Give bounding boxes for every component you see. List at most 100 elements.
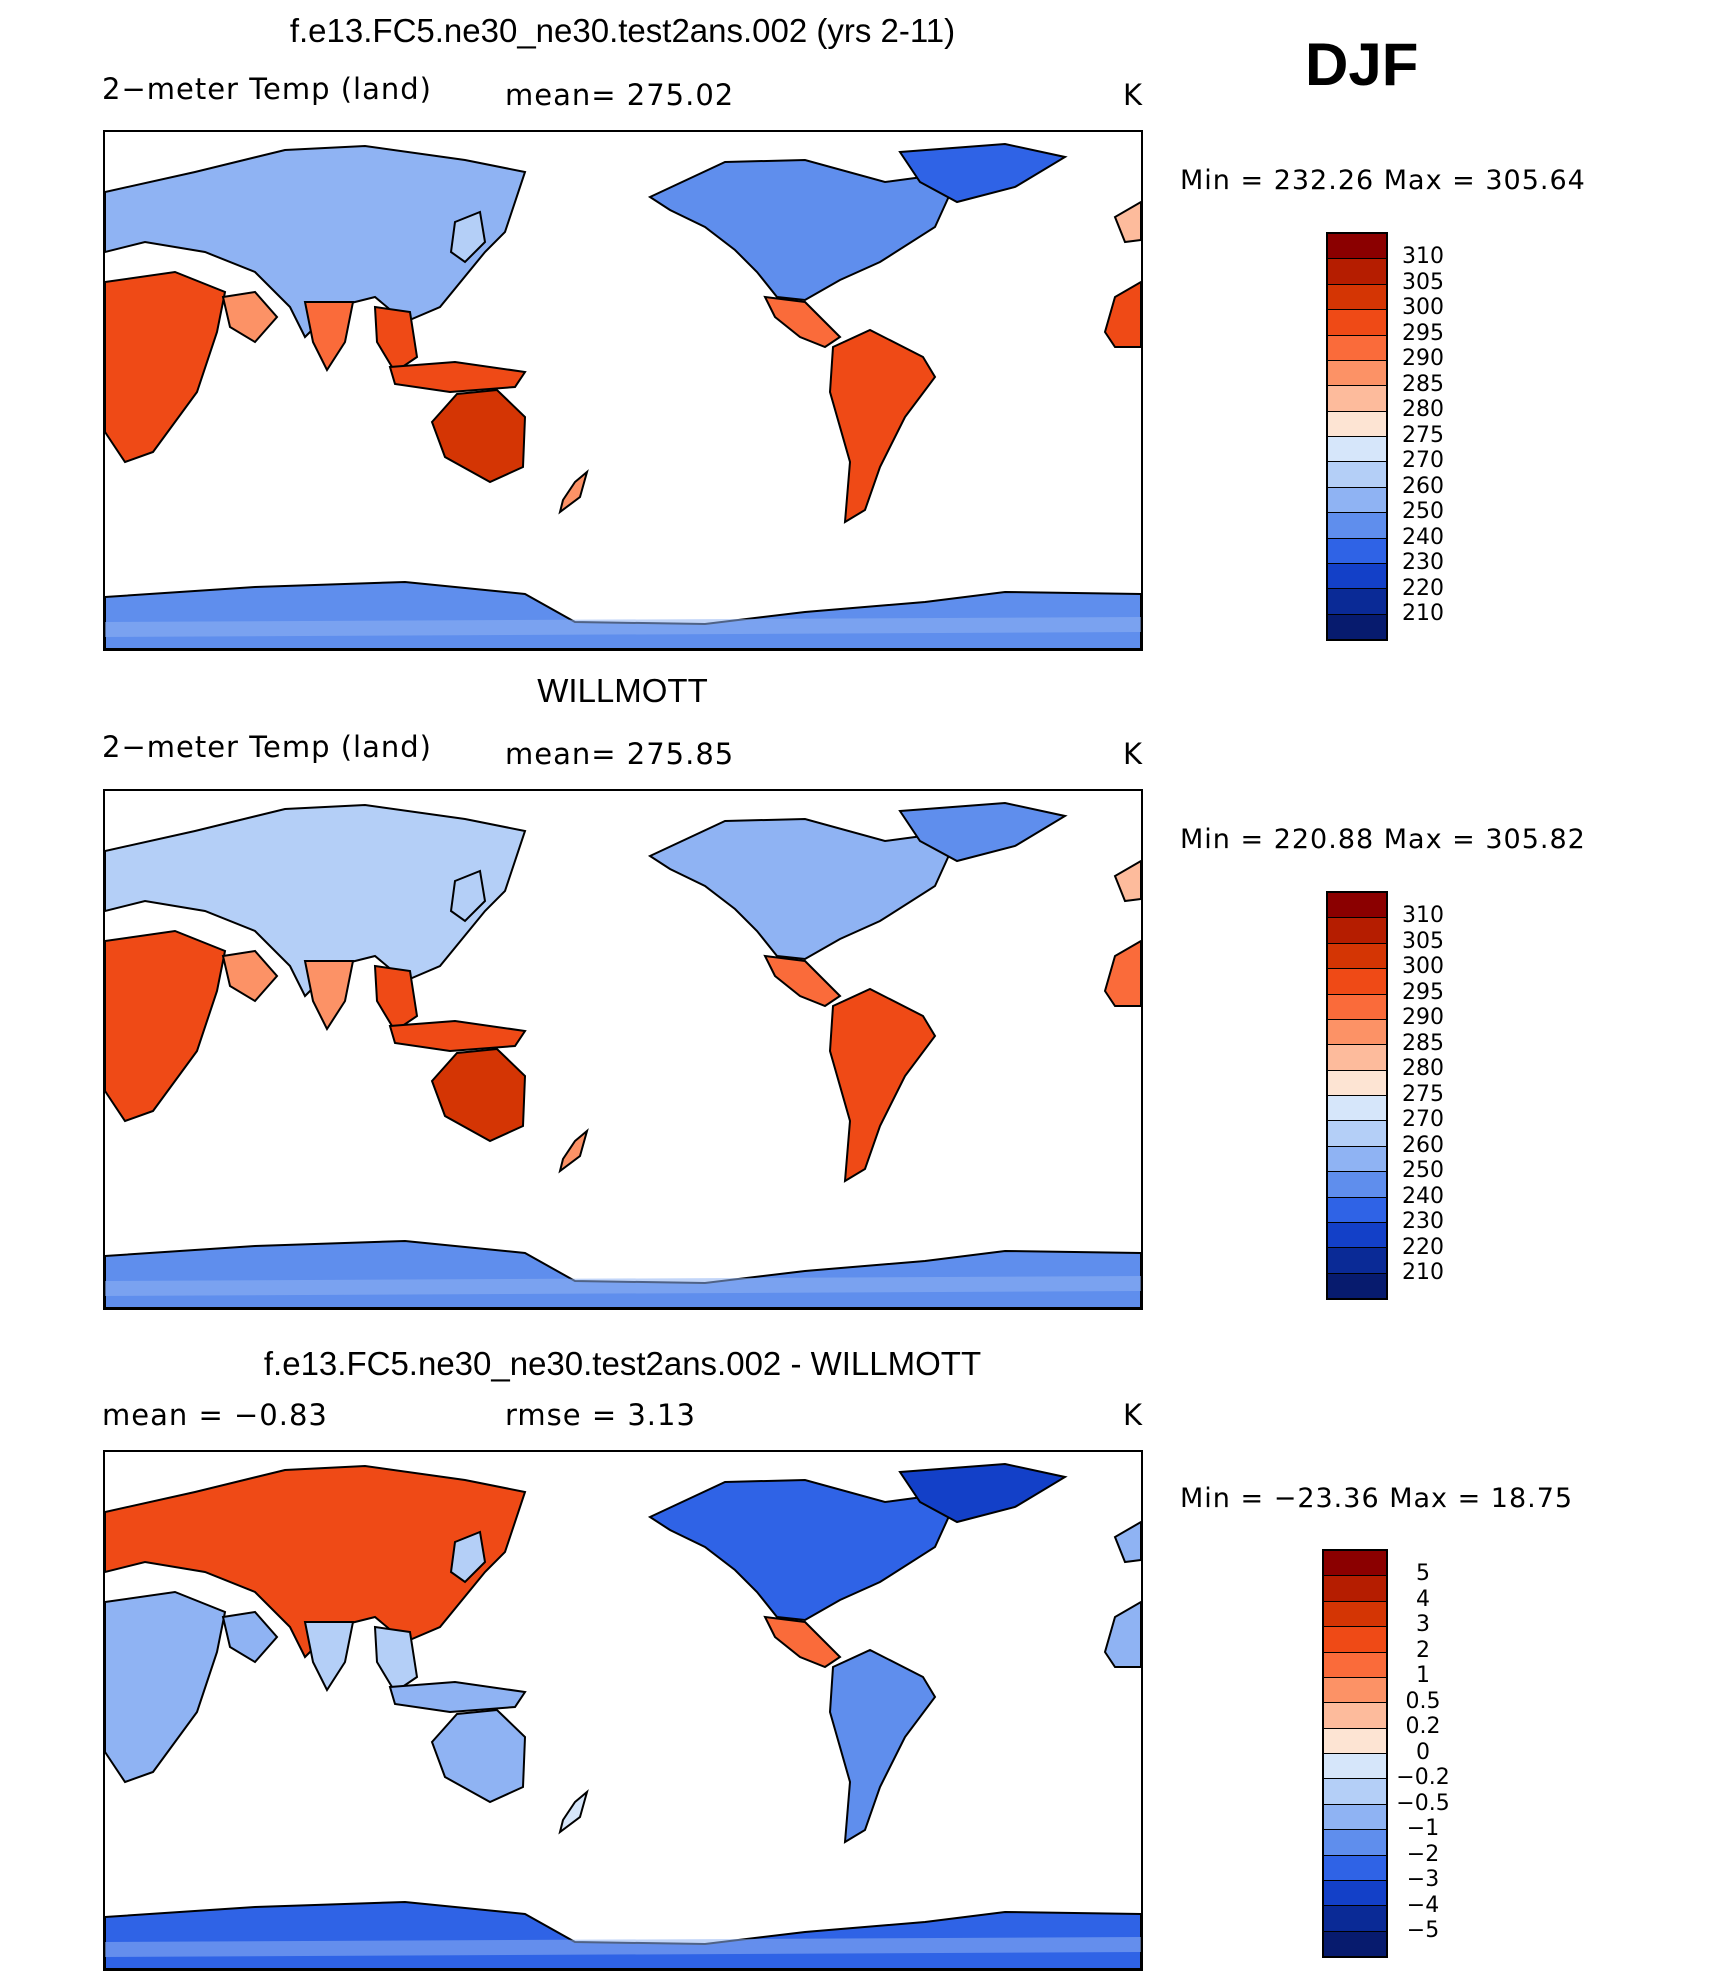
panel2-mean: mean= 275.85 bbox=[505, 737, 735, 771]
new-zealand-region bbox=[558, 1789, 589, 1835]
panel1-title: f.e13.FC5.ne30_ne30.test2ans.002 (yrs 2-… bbox=[289, 12, 956, 49]
indonesia-region bbox=[388, 1680, 527, 1714]
arabia-region bbox=[221, 1610, 279, 1664]
colorbar-swatch bbox=[1328, 1197, 1386, 1223]
panel3-title: f.e13.FC5.ne30_ne30.test2ans.002 - WILLM… bbox=[263, 1345, 982, 1382]
panel2-units: K bbox=[1123, 737, 1144, 771]
panel1-colorbar-labels: 310 305 300 295 290 285 280 275 270 260 250 240 230 2… bbox=[1393, 244, 1453, 627]
panel2-map bbox=[103, 789, 1143, 1310]
antarctica-region bbox=[105, 1239, 1141, 1308]
colorbar-tick-label: 285 bbox=[1402, 1030, 1444, 1056]
colorbar-swatch bbox=[1324, 1880, 1386, 1907]
panel2-colorbar bbox=[1326, 891, 1388, 1300]
colorbar-tick-label: 220 bbox=[1402, 575, 1444, 601]
colorbar-tick-label: 270 bbox=[1402, 1107, 1444, 1132]
colorbar-swatch bbox=[1328, 335, 1386, 361]
colorbar-swatch bbox=[1328, 589, 1386, 615]
panel3-land bbox=[105, 1462, 1141, 1969]
colorbar-swatch bbox=[1328, 284, 1386, 311]
colorbar-tick-label: 210 bbox=[1402, 1260, 1444, 1285]
colorbar-swatch bbox=[1328, 487, 1386, 514]
north-america-region bbox=[647, 817, 962, 961]
panel1-land bbox=[105, 142, 1141, 649]
central-america-region bbox=[763, 1615, 842, 1669]
colorbar-tick-label: 300 bbox=[1402, 954, 1444, 979]
panel1-map bbox=[103, 130, 1143, 651]
colorbar-tick-label: −0.5 bbox=[1396, 1790, 1450, 1816]
colorbar-tick-label: 2 bbox=[1416, 1637, 1430, 1663]
australia-region bbox=[430, 1047, 527, 1143]
greenland-region bbox=[898, 142, 1068, 204]
colorbar-swatch bbox=[1328, 918, 1386, 944]
west-africa-edge-region bbox=[1103, 280, 1141, 348]
colorbar-tick-label: 260 bbox=[1402, 473, 1444, 499]
australia-region bbox=[430, 388, 527, 484]
europe-edge-region bbox=[1113, 859, 1141, 903]
panel3-minmax: Min = −23.36 Max = 18.75 bbox=[1180, 1483, 1574, 1514]
panel1-variable: 2−meter Temp (land) bbox=[102, 72, 432, 106]
se-asia-islands-region bbox=[373, 305, 419, 374]
colorbar-tick-label: 210 bbox=[1402, 601, 1444, 626]
panel1-units: K bbox=[1123, 78, 1144, 112]
north-america-region bbox=[647, 1478, 962, 1622]
colorbar-tick-label: 280 bbox=[1402, 397, 1444, 422]
colorbar-tick-label: 1 bbox=[1416, 1663, 1430, 1688]
colorbar-swatch bbox=[1324, 1677, 1386, 1704]
colorbar-tick-label: 305 bbox=[1402, 269, 1444, 295]
west-africa-edge-region bbox=[1103, 1600, 1141, 1668]
colorbar-swatch bbox=[1324, 1830, 1386, 1856]
colorbar-tick-label: −5 bbox=[1406, 1918, 1440, 1943]
india-region bbox=[303, 960, 355, 1032]
colorbar-tick-label: 0.2 bbox=[1405, 1714, 1441, 1739]
colorbar-swatch bbox=[1324, 1601, 1386, 1628]
japan-region bbox=[449, 210, 487, 264]
colorbar-tick-label: 3 bbox=[1416, 1612, 1430, 1637]
colorbar-swatch bbox=[1328, 437, 1386, 463]
africa-region bbox=[105, 1590, 227, 1784]
colorbar-tick-label: 285 bbox=[1402, 371, 1444, 397]
colorbar-tick-label: −1 bbox=[1406, 1816, 1440, 1841]
panel1-mean: mean= 275.02 bbox=[505, 78, 735, 112]
colorbar-tick-label: 250 bbox=[1402, 499, 1444, 524]
colorbar-swatch bbox=[1328, 1273, 1386, 1298]
indonesia-region bbox=[388, 1019, 527, 1053]
colorbar-tick-label: 275 bbox=[1402, 422, 1444, 448]
colorbar-tick-label: 280 bbox=[1402, 1056, 1444, 1081]
antarctica-region bbox=[105, 1900, 1141, 1969]
antarctica-band bbox=[105, 1276, 1141, 1296]
colorbar-swatch bbox=[1328, 386, 1386, 412]
colorbar-tick-label: 295 bbox=[1402, 320, 1444, 346]
japan-region bbox=[449, 869, 487, 923]
panel3-map bbox=[103, 1450, 1143, 1971]
panel1-minmax: Min = 232.26 Max = 305.64 bbox=[1180, 165, 1586, 196]
colorbar-swatch bbox=[1328, 1222, 1386, 1249]
colorbar-swatch bbox=[1328, 1070, 1386, 1096]
colorbar-swatch bbox=[1328, 1096, 1386, 1122]
indonesia-region bbox=[388, 360, 527, 394]
colorbar-swatch bbox=[1324, 1931, 1386, 1956]
colorbar-tick-label: 295 bbox=[1402, 979, 1444, 1005]
panel3-colorbar bbox=[1322, 1549, 1388, 1958]
panel3-map-svg bbox=[105, 1462, 1141, 1969]
japan-region bbox=[449, 1530, 487, 1584]
colorbar-tick-label: −2 bbox=[1406, 1841, 1440, 1867]
colorbar-tick-label: 310 bbox=[1402, 244, 1444, 269]
south-america-region bbox=[828, 1648, 937, 1844]
colorbar-tick-label: 260 bbox=[1402, 1132, 1444, 1158]
colorbar-swatch bbox=[1328, 563, 1386, 590]
colorbar-tick-label: 0 bbox=[1416, 1739, 1430, 1765]
colorbar-swatch bbox=[1328, 614, 1386, 639]
colorbar-tick-label: 290 bbox=[1402, 1005, 1444, 1030]
panel3-colorbar-labels: 5 4 3 2 1 0.5 0.2 0 −0.2 −0.5 −1 −2 −3 −4 −5 bbox=[1393, 1561, 1453, 1944]
colorbar-tick-label: 220 bbox=[1402, 1234, 1444, 1260]
south-america-region bbox=[828, 328, 937, 524]
panel3-mean: mean = −0.83 bbox=[102, 1398, 328, 1432]
arabia-region bbox=[221, 949, 279, 1003]
panel3-units: K bbox=[1123, 1398, 1144, 1432]
colorbar-swatch bbox=[1328, 893, 1386, 919]
colorbar-swatch bbox=[1324, 1855, 1386, 1881]
colorbar-tick-label: 270 bbox=[1402, 448, 1444, 473]
colorbar-tick-label: 250 bbox=[1402, 1158, 1444, 1183]
colorbar-tick-label: 300 bbox=[1402, 295, 1444, 320]
colorbar-swatch bbox=[1324, 1551, 1386, 1577]
